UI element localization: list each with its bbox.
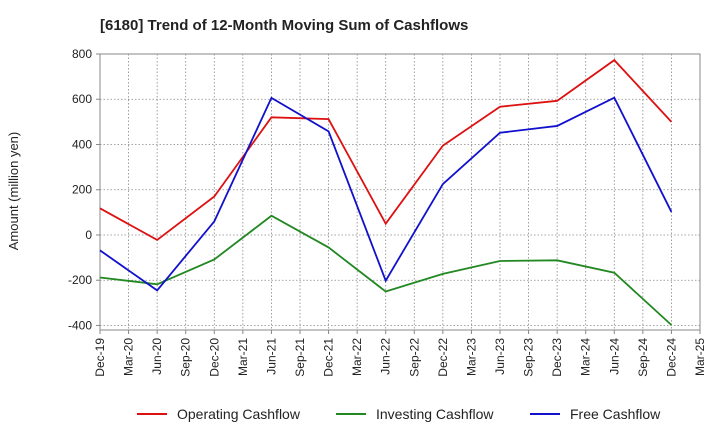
series-line-investing-cashflow xyxy=(99,214,673,326)
x-tick-label: Dec-23 xyxy=(550,338,564,377)
legend: Operating Cashflow Investing Cashflow Free… xyxy=(137,406,661,422)
x-tick-label: Dec-22 xyxy=(436,338,450,377)
y-tick-label: -400 xyxy=(68,318,92,332)
plot-area xyxy=(99,53,701,331)
x-tick-label: Mar-20 xyxy=(122,338,136,376)
x-tick-label: Dec-19 xyxy=(93,338,107,377)
series-lines xyxy=(99,58,673,326)
y-tick-label: 800 xyxy=(72,47,92,61)
y-tick-label: 200 xyxy=(72,183,92,197)
y-tick-label: 600 xyxy=(72,92,92,106)
x-tick-label: Dec-24 xyxy=(664,338,678,377)
x-tick-label: Jun-20 xyxy=(150,338,164,375)
x-tick-label: Sep-24 xyxy=(636,338,650,377)
y-axis-label: Amount (million yen) xyxy=(6,132,21,251)
x-tick-label: Mar-21 xyxy=(236,338,250,376)
legend-label-operating-cashflow: Operating Cashflow xyxy=(177,406,301,422)
x-tick-label: Jun-23 xyxy=(493,338,507,375)
x-tick-label: Mar-22 xyxy=(350,338,364,376)
y-tick-labels: -400 -200 0 200 400 600 800 xyxy=(68,47,100,332)
series-line-free-cashflow xyxy=(99,96,673,292)
legend-label-free-cashflow: Free Cashflow xyxy=(570,406,661,422)
x-tick-label: Jun-22 xyxy=(379,338,393,375)
y-tick-label: -200 xyxy=(68,273,92,287)
x-tick-label: Sep-21 xyxy=(293,338,307,377)
x-tick-label: Sep-22 xyxy=(407,338,421,377)
x-tick-labels: Dec-19 Mar-20 Jun-20 Sep-20 Dec-20 Mar-21 Jun-… xyxy=(93,330,707,377)
x-tick-label: Dec-21 xyxy=(322,338,336,377)
x-tick-label: Mar-24 xyxy=(579,338,593,376)
grid xyxy=(100,54,700,330)
x-tick-label: Dec-20 xyxy=(207,338,221,377)
x-tick-label: Mar-25 xyxy=(693,338,707,376)
x-tick-label: Jun-24 xyxy=(607,338,621,375)
series-line-operating-cashflow xyxy=(99,58,673,242)
y-tick-label: 0 xyxy=(85,228,92,242)
x-tick-label: Mar-23 xyxy=(464,338,478,376)
chart-title: [6180] Trend of 12-Month Moving Sum of C… xyxy=(100,17,468,34)
x-tick-label: Sep-20 xyxy=(179,338,193,377)
y-tick-label: 400 xyxy=(72,137,92,151)
x-tick-label: Sep-23 xyxy=(522,338,536,377)
legend-label-investing-cashflow: Investing Cashflow xyxy=(376,406,494,422)
x-tick-label: Jun-21 xyxy=(264,338,278,375)
